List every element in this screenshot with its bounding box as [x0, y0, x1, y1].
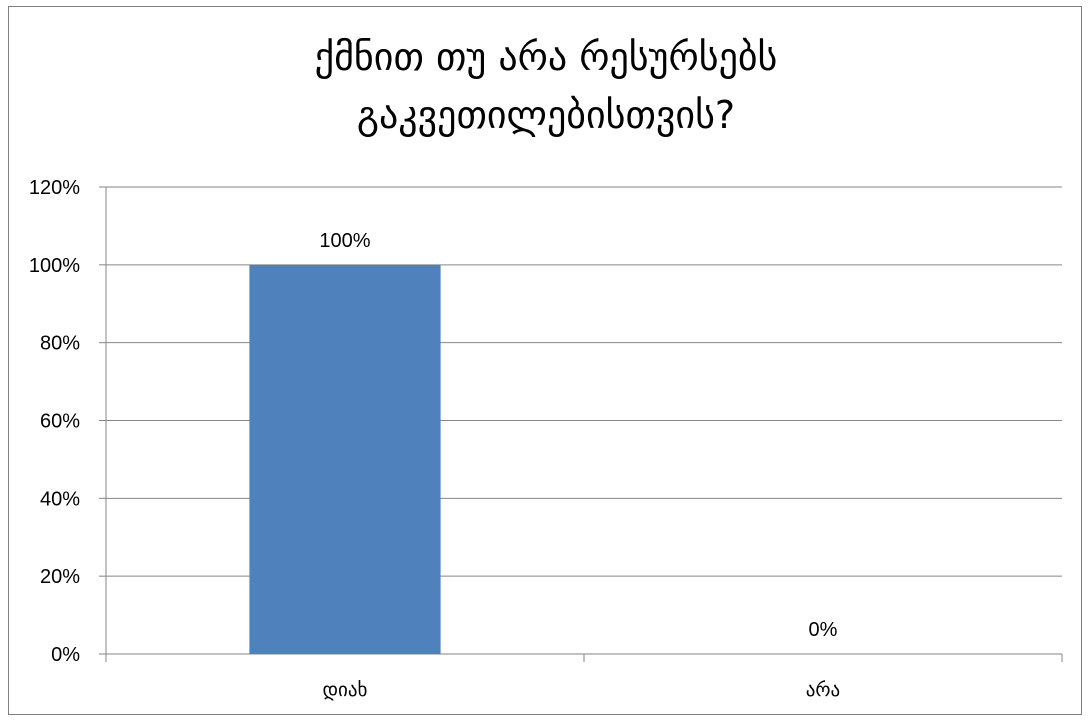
category-label: დიახ [323, 679, 368, 701]
category-label: არა [806, 679, 840, 701]
y-tick-label: 0% [51, 644, 80, 666]
y-tick-label: 40% [40, 488, 80, 510]
data-label: 100% [319, 230, 370, 252]
y-tick-label: 80% [40, 333, 80, 355]
chart-frame [8, 6, 1082, 715]
y-tick-label: 20% [40, 566, 80, 588]
y-tick-label: 120% [29, 177, 80, 199]
y-tick-label: 60% [40, 411, 80, 433]
y-tick-label: 100% [29, 255, 80, 277]
data-label: 0% [809, 619, 838, 641]
bar [249, 264, 441, 654]
chart-title: ქმნით თუ არა რესურსებს გაკვეთილებისთვის? [314, 35, 778, 137]
